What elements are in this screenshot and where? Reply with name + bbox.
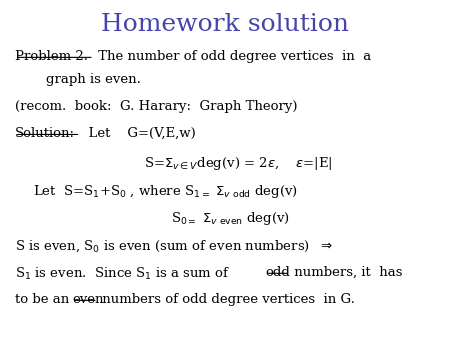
Text: Let  S=S$_1$+S$_0$ , where S$_{1=}$ $\Sigma$$_{v\ \mathrm{odd}}$ deg(v): Let S=S$_1$+S$_0$ , where S$_{1=}$ $\Sig… — [33, 183, 297, 200]
Text: S=$\Sigma$$_{v\in V}$deg(v) = 2$\varepsilon$,    $\varepsilon$=|E|: S=$\Sigma$$_{v\in V}$deg(v) = 2$\varepsi… — [144, 155, 333, 172]
Text: odd: odd — [266, 266, 291, 279]
Text: numbers, it  has: numbers, it has — [290, 266, 403, 279]
Text: Let    G=(V,E,w): Let G=(V,E,w) — [81, 127, 196, 140]
Text: Homework solution: Homework solution — [101, 13, 349, 36]
Text: (recom.  book:  G. Harary:  Graph Theory): (recom. book: G. Harary: Graph Theory) — [15, 100, 297, 113]
Text: graph is even.: graph is even. — [46, 73, 141, 86]
Text: S$_1$ is even.  Since S$_1$ is a sum of: S$_1$ is even. Since S$_1$ is a sum of — [15, 266, 230, 282]
Text: numbers of odd degree vertices  in G.: numbers of odd degree vertices in G. — [98, 293, 355, 306]
Text: S$_{0=}$ $\Sigma$$_{v\ \mathrm{even}}$ deg(v): S$_{0=}$ $\Sigma$$_{v\ \mathrm{even}}$ d… — [171, 210, 290, 227]
Text: even: even — [72, 293, 104, 306]
Text: Solution:: Solution: — [15, 127, 75, 140]
Text: S is even, S$_0$ is even (sum of even numbers)  $\Rightarrow$: S is even, S$_0$ is even (sum of even nu… — [15, 239, 332, 254]
Text: Problem 2.: Problem 2. — [15, 50, 88, 63]
Text: The number of odd degree vertices  in  a: The number of odd degree vertices in a — [94, 50, 371, 63]
Text: to be an: to be an — [15, 293, 73, 306]
